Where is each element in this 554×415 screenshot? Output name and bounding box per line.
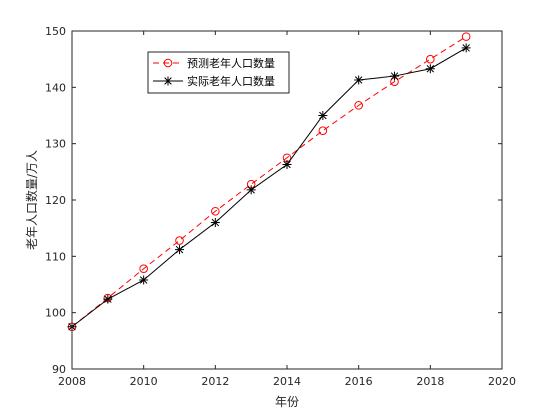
y-tick-label: 150 [45,25,66,38]
asterisk-stroke [164,77,172,85]
y-tick-label: 90 [52,363,66,376]
data-point-actual [390,71,399,81]
data-point-predicted [211,206,220,216]
x-axis-label: 年份 [275,395,299,409]
data-point-predicted [426,54,435,64]
x-tick-label: 2020 [488,375,516,388]
data-point-actual [461,43,471,53]
data-point-predicted [175,236,184,245]
y-tick-label: 100 [45,307,66,320]
asterisk-stroke [247,186,255,194]
asterisk-stroke [426,64,435,73]
x-tick-label: 2016 [345,375,373,388]
y-tick-label: 130 [45,138,66,151]
data-point-actual [175,245,184,255]
data-point-predicted [318,126,328,136]
x-tick-label: 2012 [201,375,229,388]
y-tick-label: 140 [45,81,66,94]
x-tick-label: 2014 [273,375,301,388]
data-point-actual [246,185,256,195]
asterisk-stroke [354,76,363,84]
asterisk-stroke [175,245,184,254]
data-point-actual [282,160,292,170]
legend-label-predicted: 预测老年人口数量 [187,56,275,70]
y-axis-label: 老年人口数量/万人 [24,150,39,250]
legend: 预测老年人口数量 实际老年人口数量 [147,51,290,94]
y-tick-label: 120 [45,194,66,207]
x-tick-label: 2018 [416,375,444,388]
data-point-actual [210,218,220,228]
y-tick-label: 110 [45,250,66,263]
legend-marker-symbol [163,58,173,68]
asterisk-stroke [462,44,470,52]
data-point-actual [425,64,435,74]
legend-marker-actual [163,76,173,86]
asterisk-stroke [283,160,291,169]
data-point-actual [354,75,364,85]
data-point-actual [103,294,113,304]
series-line-predicted [71,36,467,328]
asterisk-stroke [139,276,148,284]
asterisk-stroke [104,295,112,303]
asterisk-stroke [390,72,399,80]
asterisk-stroke [319,111,327,120]
legend-marker-symbol [163,76,173,86]
asterisk-stroke [211,218,220,227]
data-point-predicted [139,264,148,274]
axes-layer: 2008 2010 2012 2014 2016 2018 2020 90 100 110 120 1… [45,25,516,388]
x-tick-label: 2010 [130,375,158,388]
data-point-predicted [354,101,363,110]
series-line-actual [71,47,467,328]
data-point-predicted [461,32,471,41]
data-point-actual [139,275,149,285]
x-tick-label: 2008 [58,375,86,388]
legend-box [147,51,290,94]
legend-marker-predicted [163,58,173,68]
data-point-actual [318,111,328,120]
legend-label-actual: 实际老年人口数量 [187,74,275,88]
